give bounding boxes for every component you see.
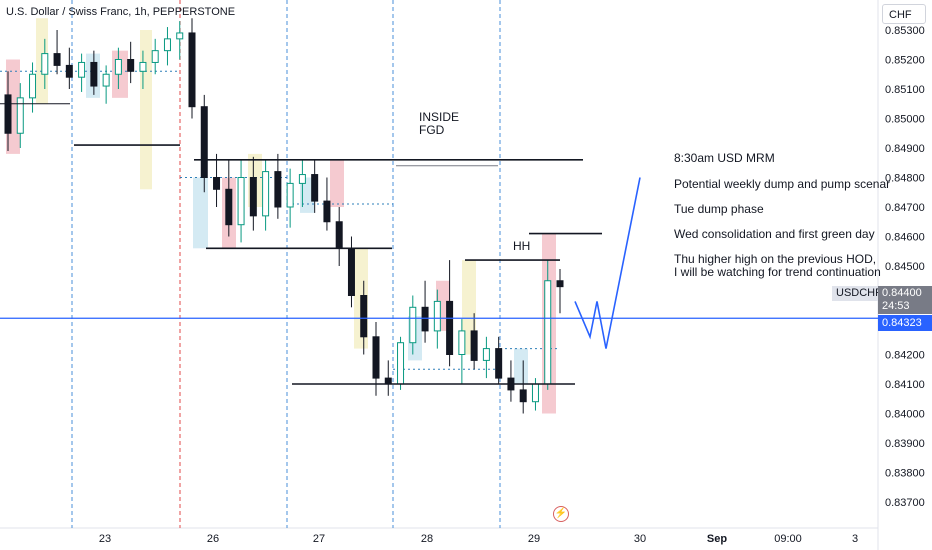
session-zone [330, 159, 344, 207]
x-tick-label: 3 [852, 533, 858, 545]
note-wed: Wed consolidation and first green day [674, 227, 875, 241]
x-tick-label: 27 [313, 533, 325, 545]
candle-bear [323, 200, 331, 223]
candle-bear [53, 53, 61, 66]
candle-bull [102, 73, 110, 87]
y-tick-label: 0.85100 [885, 84, 925, 96]
x-tick-label: 30 [634, 533, 646, 545]
candle-bull [78, 61, 86, 78]
y-tick-label: 0.84100 [885, 379, 925, 391]
x-tick-label: 28 [421, 533, 433, 545]
candle-bear [127, 59, 135, 72]
y-tick-label: 0.84900 [885, 143, 925, 155]
candle-bull [139, 61, 147, 72]
candle-bull [114, 59, 122, 75]
y-tick-label: 0.83900 [885, 438, 925, 450]
x-tick-label: 23 [99, 533, 111, 545]
candle-bull [262, 171, 270, 217]
candle-bear [384, 377, 392, 385]
currency-button[interactable]: CHF [882, 4, 926, 24]
candle-bull [16, 97, 24, 134]
price-axis-bg [878, 0, 932, 550]
hh-label: HH [513, 239, 531, 253]
candle-bull [237, 177, 245, 226]
symbol-title: U.S. Dollar / Swiss Franc, 1h, PEPPERSTO… [6, 6, 236, 18]
candle-bear [213, 177, 221, 190]
candle-bear [556, 280, 564, 288]
candle-bear [470, 330, 478, 361]
y-tick-label: 0.83800 [885, 468, 925, 480]
candle-bull [151, 50, 159, 63]
y-tick-label: 0.84000 [885, 409, 925, 421]
candle-bear [200, 106, 208, 178]
candle-bear [335, 221, 343, 249]
session-zone [140, 30, 152, 190]
candle-bear [347, 247, 355, 297]
x-tick-label: Sep [707, 533, 727, 545]
candle-bull [544, 280, 552, 385]
candle-bear [90, 61, 98, 87]
y-tick-label: 0.84800 [885, 173, 925, 185]
candle-bull [482, 348, 490, 361]
candle-bull [286, 182, 294, 208]
y-tick-label: 0.84200 [885, 350, 925, 362]
candle-bear [188, 32, 196, 108]
candle-bear [495, 348, 503, 379]
note-mrm: 8:30am USD MRM [674, 151, 775, 165]
candle-bear [4, 94, 12, 134]
session-zone [193, 177, 208, 249]
candle-bull [29, 73, 37, 99]
candle-bear [249, 177, 257, 217]
candle-bull [163, 38, 171, 52]
fgd-label: FGD [419, 123, 445, 137]
candle-bull [397, 342, 405, 385]
candle-bull [409, 306, 417, 344]
symbol-price-label: USDCHF [832, 286, 886, 301]
candle-bear [274, 171, 282, 208]
bar-countdown: 24:53 [882, 300, 910, 312]
x-tick-label: 29 [528, 533, 540, 545]
projection-path [574, 177, 641, 349]
candle-bull [41, 53, 49, 75]
y-tick-label: 0.85000 [885, 114, 925, 126]
last-price: 0.84400 [882, 287, 922, 299]
candle-bear [446, 300, 454, 355]
x-tick-label: 09:00 [774, 533, 802, 545]
cursor-price-tag: 0.84323 [878, 315, 932, 331]
candle-bear [65, 64, 73, 78]
candle-bear [311, 174, 319, 202]
candle-bear [360, 295, 368, 338]
note-tue: Tue dump phase [674, 202, 764, 216]
x-tick-label: 26 [207, 533, 219, 545]
y-tick-label: 0.84700 [885, 202, 925, 214]
inside-label: INSIDE [419, 110, 460, 124]
lightning-icon[interactable]: ⚡ [553, 506, 569, 522]
candle-bear [372, 336, 380, 379]
candle-bull [433, 300, 441, 332]
candle-bull [298, 174, 306, 184]
last-price-tag: 0.84400 24:53 [878, 286, 932, 314]
candle-bear [519, 389, 527, 403]
candle-bull [458, 330, 466, 355]
note-continuation: I will be watching for trend continuatio… [674, 265, 881, 279]
candle-bear [421, 306, 429, 332]
candle-bull [176, 32, 184, 40]
candle-bear [225, 188, 233, 226]
y-tick-label: 0.85300 [885, 25, 925, 37]
note-scenario: Potential weekly dump and pump scenar [674, 177, 891, 191]
session-zone [514, 348, 528, 384]
y-tick-label: 0.84500 [885, 261, 925, 273]
note-thu: Thu higher high on the previous HOD, [674, 252, 877, 266]
y-tick-label: 0.85200 [885, 55, 925, 67]
y-tick-label: 0.83700 [885, 497, 925, 509]
candle-bull [531, 383, 539, 403]
y-tick-label: 0.84600 [885, 232, 925, 244]
